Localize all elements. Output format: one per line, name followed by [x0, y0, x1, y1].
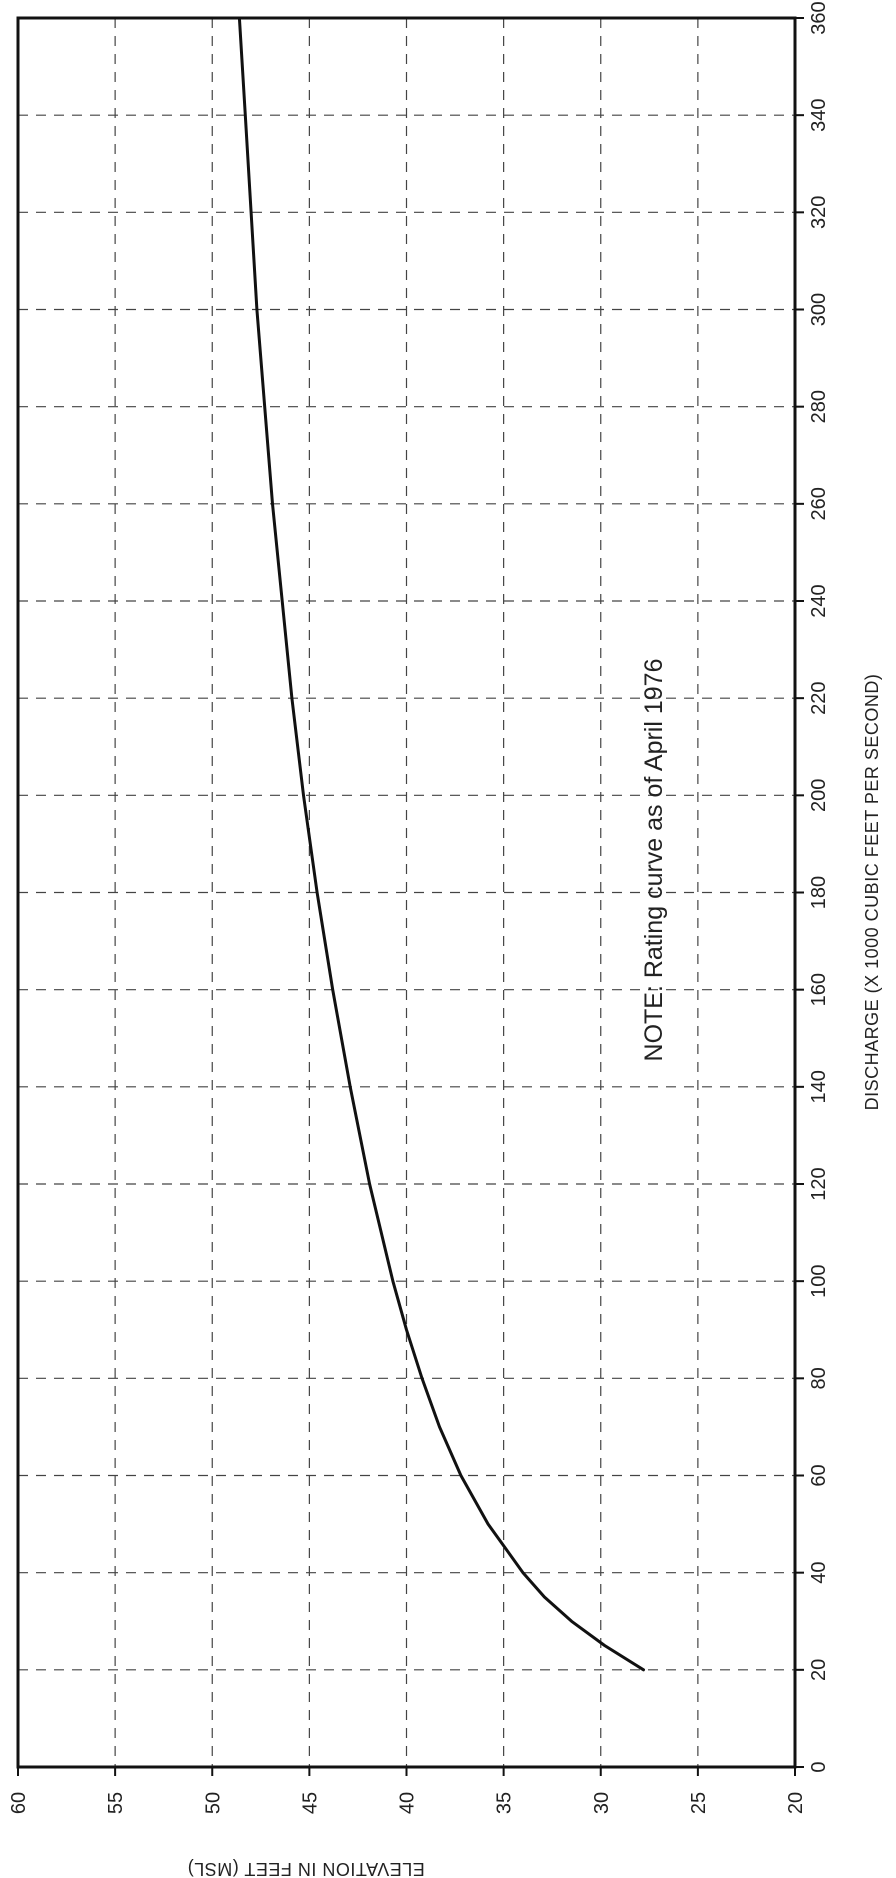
y-tick-label: 25: [688, 1792, 710, 1814]
chart-annotation: NOTE: Rating curve as of April 1976: [640, 659, 668, 1062]
x-tick-label: 100: [808, 1264, 830, 1297]
rating-curve-line: [237, 16, 645, 1672]
y-tick-label: 35: [494, 1792, 516, 1814]
x-tick-label: 40: [808, 1562, 830, 1584]
x-tick-label: 80: [808, 1367, 830, 1389]
x-tick-label: 120: [808, 1167, 830, 1200]
series-line-layer: [237, 16, 645, 1672]
x-tick-label: 0: [808, 1761, 830, 1772]
y-tick-label: 50: [202, 1792, 224, 1814]
x-tick-label: 260: [808, 487, 830, 520]
grid-lines: [18, 18, 795, 1767]
x-tick-label: 320: [808, 196, 830, 229]
y-tick-label: 20: [785, 1792, 807, 1814]
x-tick-label: 340: [808, 98, 830, 131]
x-axis-title: DISCHARGE (X 1000 CUBIC FEET PER SECOND): [862, 674, 882, 1111]
x-tick-label: 180: [808, 876, 830, 909]
y-tick-label: 45: [299, 1792, 321, 1814]
x-tick-label: 300: [808, 293, 830, 326]
x-tick-label: 140: [808, 1070, 830, 1103]
x-tick-label: 280: [808, 390, 830, 423]
x-tick-labels: 0 20 40 60 80 100 120 140 160 180 200 220 240 260 280 3…: [795, 1, 830, 1773]
y-tick-label: 40: [397, 1792, 419, 1814]
x-tick-label: 60: [808, 1464, 830, 1486]
y-tick-label: 55: [105, 1792, 127, 1814]
y-tick-labels: 60 55 50 45 40 35 30 25 20: [8, 1767, 807, 1814]
y-tick-label: 60: [8, 1792, 30, 1814]
x-tick-label: 360: [808, 1, 830, 34]
x-tick-label: 160: [808, 973, 830, 1006]
y-axis-title: ELEVATION IN FEET (MSL): [187, 1859, 425, 1878]
y-tick-label: 30: [591, 1792, 613, 1814]
x-tick-label: 200: [808, 779, 830, 812]
x-tick-label: 240: [808, 584, 830, 617]
x-tick-label: 20: [808, 1659, 830, 1681]
x-tick-label: 220: [808, 681, 830, 714]
